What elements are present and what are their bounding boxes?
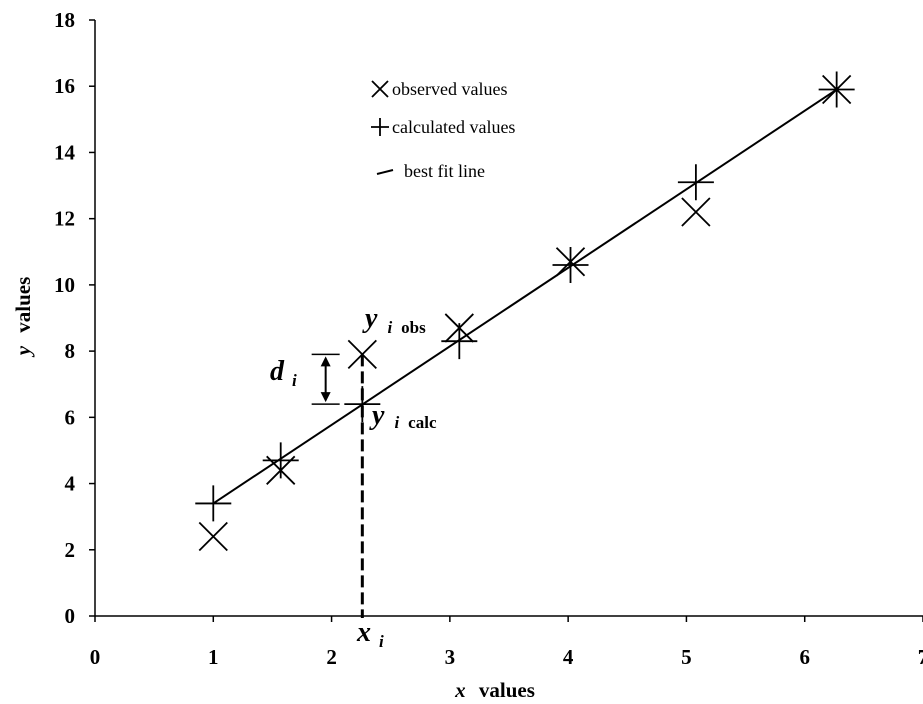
di-arrow-down-icon <box>321 392 331 402</box>
di-bracket <box>312 354 340 404</box>
x-tick-label: 5 <box>681 645 692 669</box>
di-label-main: d <box>270 356 285 387</box>
yi-obs-label: y i obs <box>362 303 426 337</box>
x-axis-title-rest: values <box>479 678 535 702</box>
yi-calc-label-sub2: calc <box>408 413 437 432</box>
calculated-point <box>678 164 714 200</box>
legend-observed-label: observed values <box>392 79 507 99</box>
calculated-point <box>263 442 299 478</box>
legend-calculated-label: calculated values <box>392 117 515 137</box>
di-arrow-up-icon <box>321 356 331 366</box>
x-axis-title: x values <box>454 678 535 702</box>
y-tick-label: 0 <box>65 604 76 628</box>
y-tick-label: 4 <box>65 472 76 496</box>
yi-obs-label-sub: i <box>387 318 392 337</box>
legend-plus-marker-icon <box>371 118 389 136</box>
y-tick-label: 8 <box>65 339 76 363</box>
y-tick-label: 6 <box>65 405 76 429</box>
legend-line-icon <box>377 170 393 174</box>
y-tick-label: 18 <box>54 8 75 32</box>
x-tick-label: 6 <box>799 645 810 669</box>
y-tick-label: 12 <box>54 207 75 231</box>
x-tick-label: 1 <box>208 645 219 669</box>
x-tick-label: 3 <box>445 645 456 669</box>
yi-obs-label-main: y <box>362 303 378 334</box>
yi-calc-label: y i calc <box>369 400 437 432</box>
di-label: d i <box>270 356 297 390</box>
observed-point <box>199 523 227 551</box>
yi-calc-label-sub: i <box>394 413 399 432</box>
best-fit-line <box>213 90 836 504</box>
observed-values-series <box>199 76 850 551</box>
x-tick-label: 4 <box>563 645 574 669</box>
xi-label-main: x <box>356 617 371 648</box>
legend: observed values calculated values best f… <box>371 79 515 181</box>
x-tick-label: 7 <box>918 645 923 669</box>
xi-label: x i <box>356 617 384 651</box>
y-tick-label: 2 <box>65 538 76 562</box>
calculated-point <box>195 485 231 521</box>
legend-item-calculated: calculated values <box>371 117 515 137</box>
x-tick-label: 2 <box>326 645 337 669</box>
y-tick-label: 14 <box>54 140 76 164</box>
y-axis-title-rest: values <box>11 277 35 333</box>
y-tick-label: 10 <box>54 273 75 297</box>
best-fit-line-series <box>213 90 836 504</box>
legend-best-fit-label: best fit line <box>404 161 485 181</box>
di-label-sub: i <box>292 371 297 390</box>
calculated-point <box>553 247 589 283</box>
yi-calc-label-main: y <box>369 400 385 431</box>
xi-label-sub: i <box>379 632 384 651</box>
x-axis-title-var: x <box>454 678 466 702</box>
y-axis-title-var: y <box>11 345 35 358</box>
observed-point <box>682 198 710 226</box>
y-axis-title: y values <box>11 277 35 359</box>
legend-item-best-fit: best fit line <box>377 161 485 181</box>
axes <box>95 20 923 616</box>
y-ticks: 0 2 4 6 8 10 12 14 16 18 <box>54 8 95 628</box>
x-tick-label: 0 <box>90 645 101 669</box>
legend-item-observed: observed values <box>372 79 507 99</box>
x-ticks: 0 1 2 3 4 5 6 7 <box>90 616 923 669</box>
yi-obs-label-sub2: obs <box>401 318 426 337</box>
y-tick-label: 16 <box>54 74 75 98</box>
legend-x-marker-icon <box>372 81 388 97</box>
